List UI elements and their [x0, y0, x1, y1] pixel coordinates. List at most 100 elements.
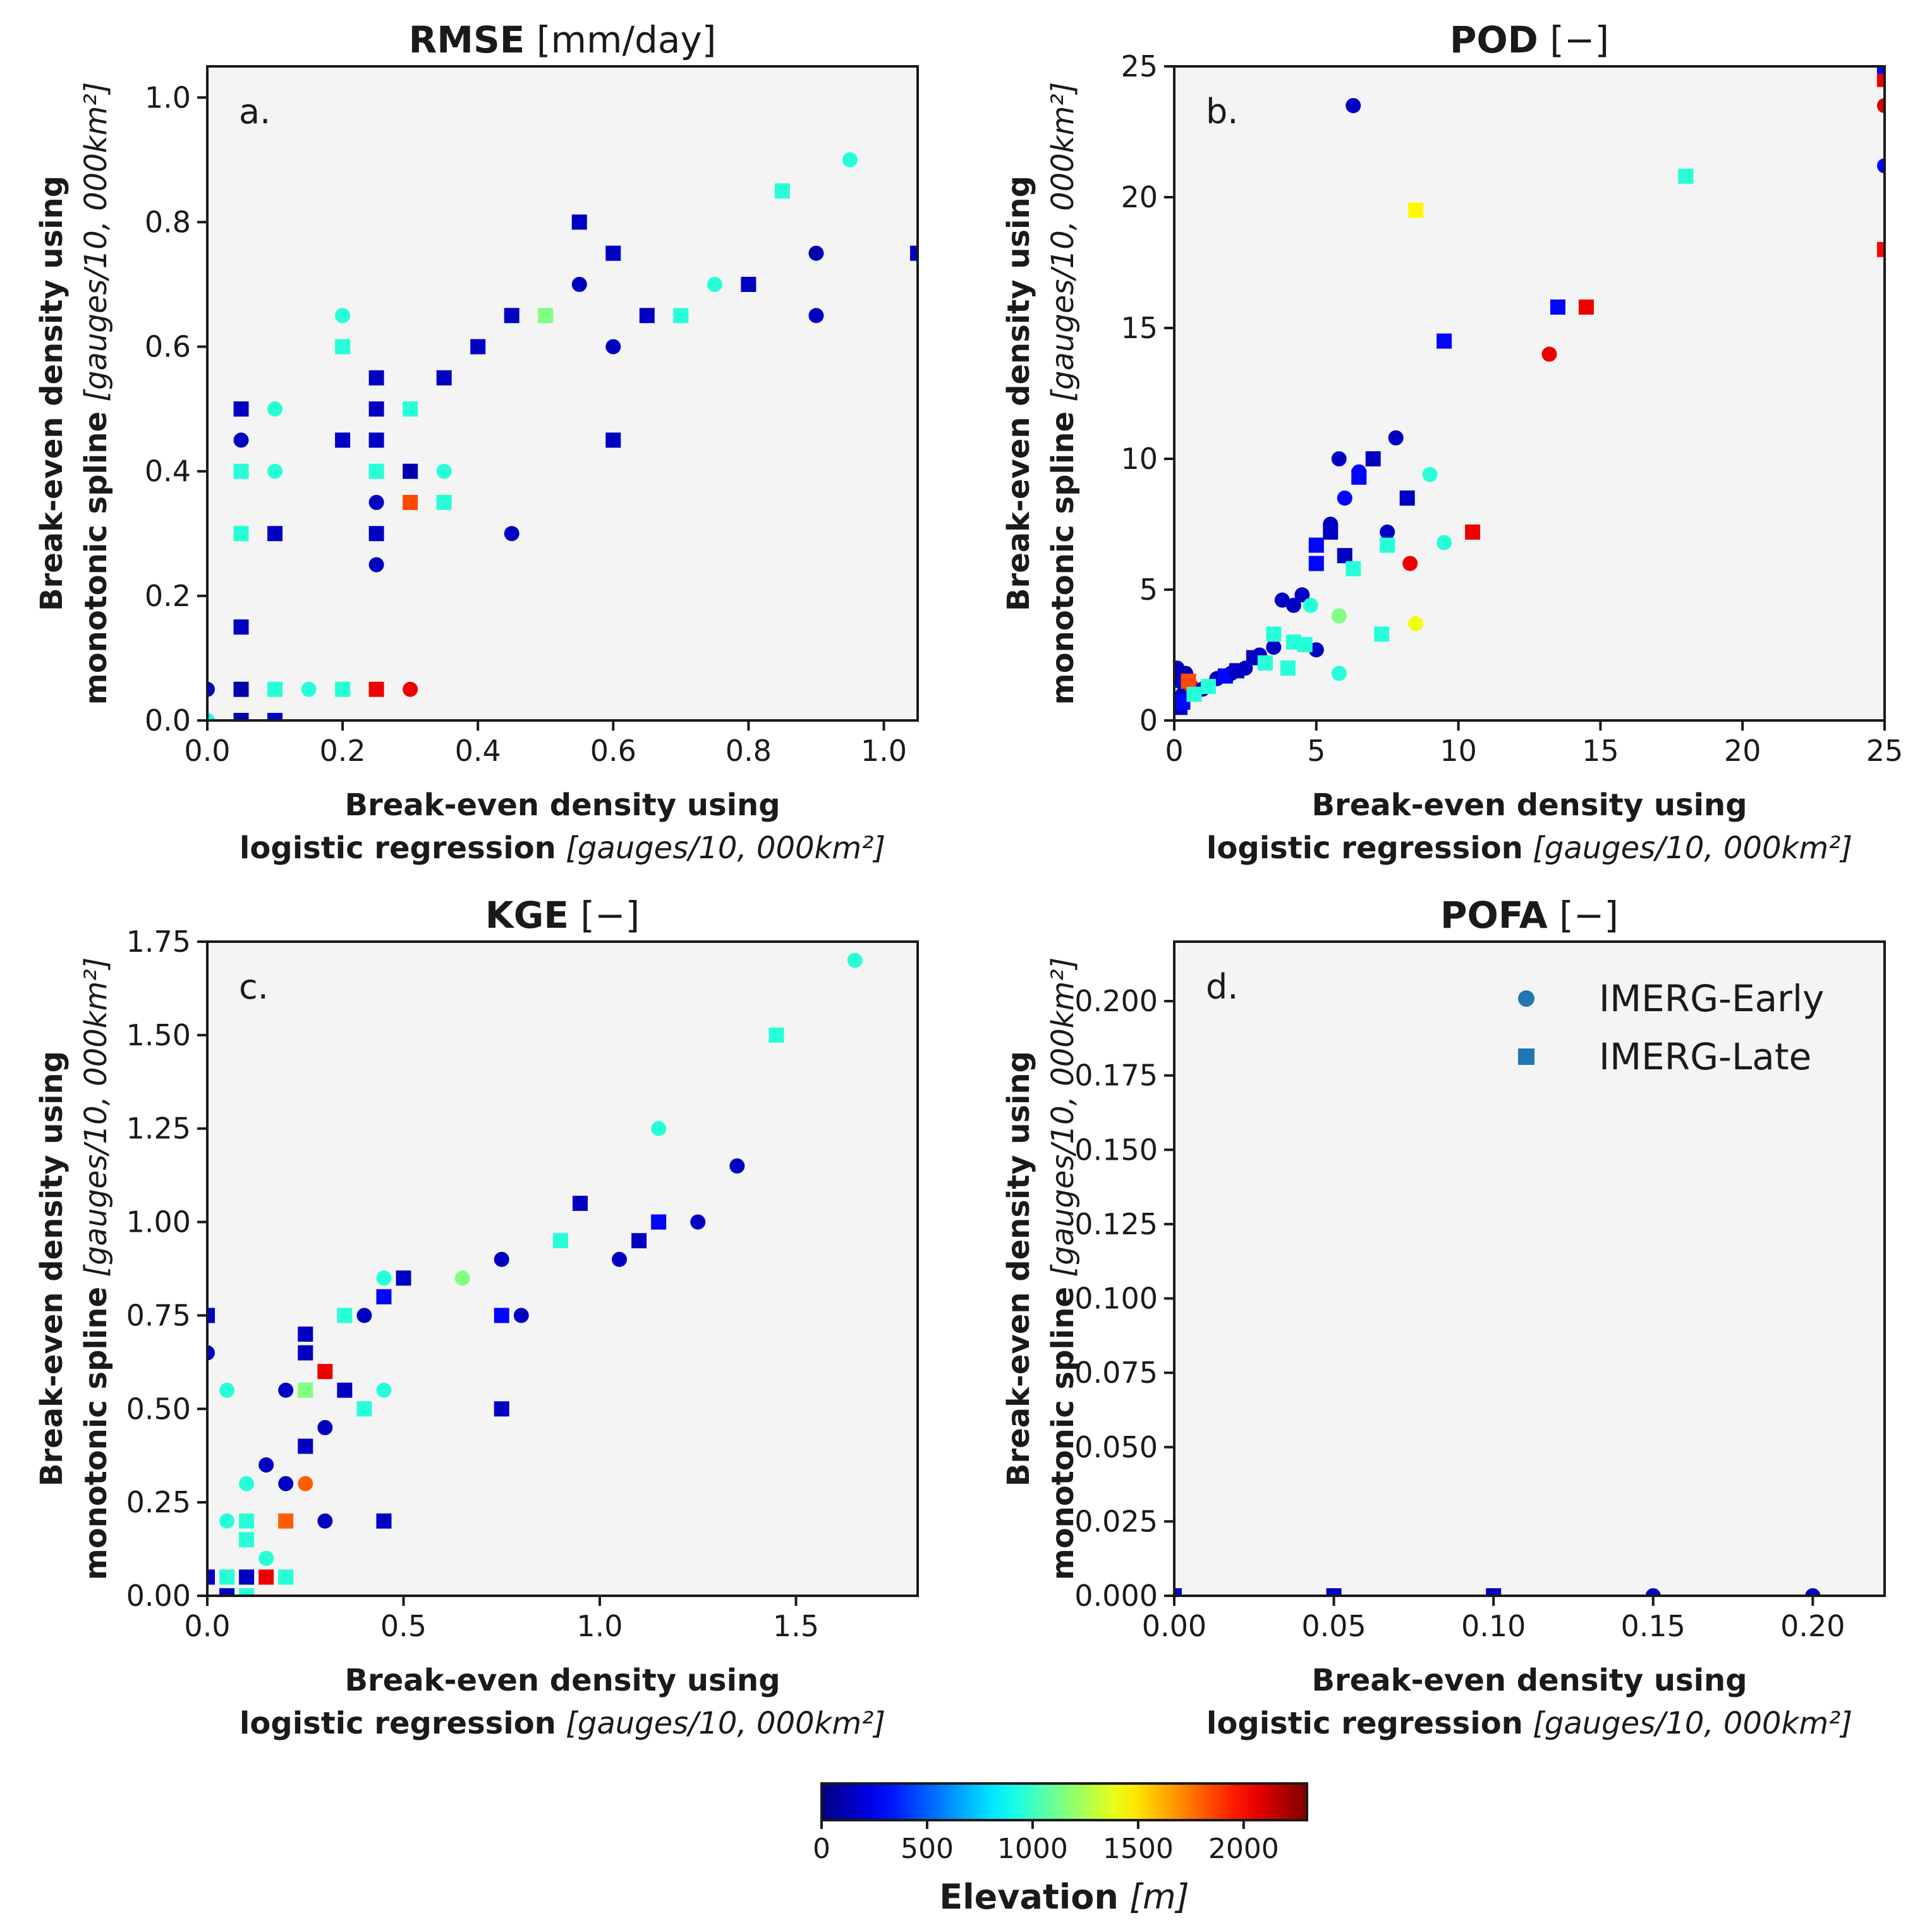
- data-point-early: [1380, 524, 1395, 540]
- y-axis-label-line2: monotonic spline [gauges/10, 000km²]: [78, 957, 114, 1581]
- x-axis-label-unit: [gauges/10, 000km²]: [556, 1706, 885, 1741]
- x-tick-label: 1.0: [576, 1609, 623, 1643]
- y-axis-label-line1: Break-even density using: [34, 176, 70, 611]
- data-point-late: [1229, 663, 1244, 679]
- data-point-early: [368, 495, 384, 510]
- y-tick-label: 0.75: [126, 1298, 191, 1332]
- data-markers: [207, 952, 863, 1596]
- colorbar: 0 500 1000 1500 2000 Elevation [m]: [813, 1782, 1308, 1917]
- data-point-late: [233, 619, 249, 635]
- y-tick-label: 0.200: [1074, 984, 1158, 1018]
- panel-label: c.: [239, 967, 269, 1007]
- x-tick-label: 0.6: [590, 734, 636, 768]
- y-axis-label-unit: [gauges/10, 000km²]: [1045, 82, 1081, 411]
- data-point-late: [1323, 524, 1339, 540]
- y-axis-label-method: monotonic spline: [78, 1287, 114, 1580]
- panel-b: 0 5 10 15 20 25 0 5 10 15 20 25 POD [−] b. Break-even …: [1001, 18, 1903, 866]
- data-point-early: [317, 1513, 333, 1529]
- data-point-late: [219, 1569, 235, 1585]
- y-axis-label-method: monotonic spline: [1045, 411, 1081, 705]
- data-point-early: [298, 1476, 313, 1492]
- data-point-early: [317, 1419, 333, 1435]
- data-point-late: [233, 401, 249, 417]
- x-axis-label-unit: [gauges/10, 000km²]: [1523, 1706, 1852, 1741]
- data-point-late: [233, 526, 249, 542]
- y-tick-label: 0.175: [1074, 1059, 1158, 1093]
- data-point-late: [1486, 1588, 1502, 1596]
- legend-marker-circle: [1518, 990, 1534, 1007]
- data-point-late: [335, 339, 351, 355]
- data-point-late: [267, 713, 283, 720]
- data-point-early: [207, 1345, 215, 1361]
- data-point-late: [436, 370, 452, 386]
- data-point-late: [337, 1308, 353, 1323]
- y-axis-label-unit: [gauges/10, 000km²]: [1045, 957, 1081, 1287]
- data-point-early: [258, 1550, 274, 1566]
- legend-label: IMERG-Late: [1599, 1035, 1811, 1078]
- data-point-late: [1186, 686, 1202, 702]
- data-point-early: [1541, 346, 1557, 362]
- x-axis-label-method: logistic regression: [1206, 830, 1523, 866]
- x-axis-label-line2: logistic regression [gauges/10, 000km²]: [1206, 1706, 1852, 1741]
- data-point-early: [258, 1457, 274, 1473]
- y-tick-label: 0.2: [145, 579, 191, 613]
- data-point-late: [1877, 66, 1885, 74]
- axes-frame: [206, 940, 919, 1597]
- data-point-late: [1374, 626, 1390, 642]
- x-axis-label-unit: [gauges/10, 000km²]: [1523, 830, 1852, 866]
- data-point-late: [233, 463, 249, 479]
- data-point-late: [1380, 537, 1395, 553]
- data-point-early: [1331, 608, 1347, 624]
- data-point-late: [1678, 168, 1694, 184]
- data-point-late: [1578, 299, 1594, 315]
- data-point-late: [1877, 241, 1885, 257]
- data-point-late: [368, 526, 384, 542]
- data-point-late: [278, 1513, 294, 1529]
- data-point-late: [1337, 548, 1352, 564]
- data-point-late: [356, 1401, 372, 1417]
- y-tick-label: 0.100: [1074, 1282, 1158, 1316]
- data-point-late: [1181, 673, 1196, 689]
- y-axis-label-line2: monotonic spline [gauges/10, 000km²]: [1045, 957, 1081, 1581]
- data-point-late: [335, 681, 351, 697]
- data-point-early: [267, 401, 283, 417]
- data-point-late: [538, 308, 554, 324]
- x-tick-label: 0.5: [380, 1609, 427, 1643]
- y-tick-label: 0.075: [1074, 1356, 1158, 1390]
- data-point-early: [376, 1270, 392, 1286]
- data-point-early: [403, 681, 418, 697]
- data-point-late: [239, 1588, 255, 1596]
- panel-a: 0.0 0.2 0.4 0.6 0.8 1.0 0.0 0.2 0.4 0.6 0.8 1.0 RMSE…: [34, 18, 919, 866]
- data-point-late: [368, 370, 384, 386]
- y-axis-label-unit: [gauges/10, 000km²]: [78, 82, 114, 411]
- data-point-early: [571, 277, 587, 292]
- data-point-late: [571, 214, 587, 230]
- x-axis-label-line2: logistic regression [gauges/10, 000km²]: [1206, 830, 1852, 866]
- colorbar-label: Elevation [m]: [939, 1877, 1189, 1917]
- y-tick-label: 25: [1121, 49, 1158, 83]
- data-point-early: [1303, 597, 1318, 613]
- data-point-early: [233, 432, 249, 448]
- data-point-late: [396, 1270, 411, 1286]
- data-point-late: [219, 1588, 235, 1596]
- data-point-early: [1294, 587, 1310, 603]
- data-point-early: [335, 308, 351, 324]
- y-axis-label-method: monotonic spline: [78, 411, 114, 705]
- x-axis-label-line2: logistic regression [gauges/10, 000km²]: [240, 1706, 885, 1741]
- legend: IMERG-Early IMERG-Late: [1518, 977, 1824, 1078]
- data-point-late: [317, 1364, 333, 1380]
- data-point-early: [1645, 1588, 1661, 1596]
- panel-d: 0.00 0.05 0.10 0.15 0.20 0.000 0.025 0.050 0.075…: [1001, 894, 1886, 1741]
- data-point-late: [631, 1233, 647, 1249]
- chart-title-unit: [−]: [1538, 18, 1609, 61]
- axes-frame: [1173, 65, 1886, 722]
- chart-title-unit: [mm/day]: [525, 18, 716, 61]
- data-point-late: [605, 245, 621, 261]
- y-tick-label: 0.4: [145, 454, 191, 489]
- data-point-late: [258, 1569, 274, 1585]
- y-tick-label: 0.6: [145, 330, 191, 364]
- y-tick-label: 5: [1139, 573, 1158, 607]
- data-point-early: [454, 1270, 470, 1286]
- x-tick-label: 25: [1866, 734, 1904, 768]
- data-point-early: [219, 1382, 235, 1398]
